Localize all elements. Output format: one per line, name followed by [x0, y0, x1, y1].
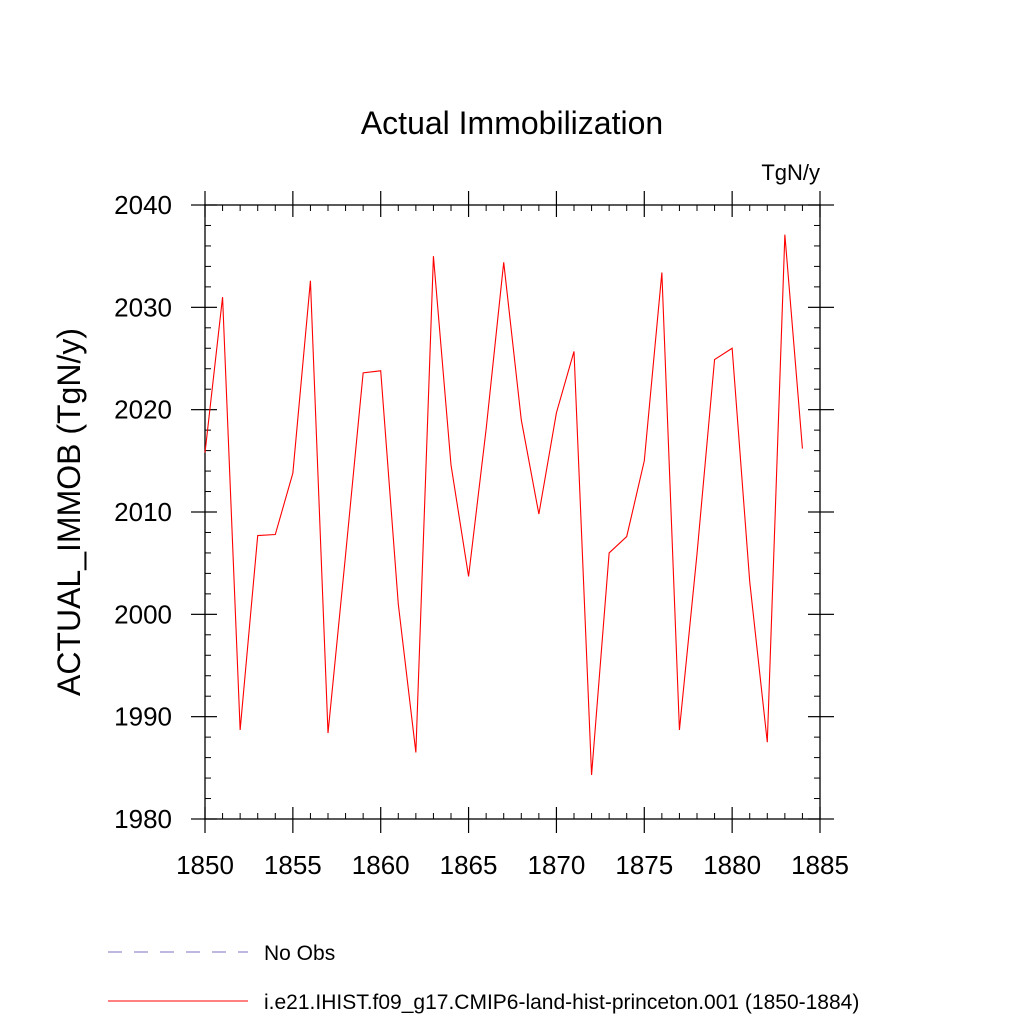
y-tick-label: 2000 — [114, 599, 172, 629]
chart-title: Actual Immobilization — [361, 105, 663, 141]
axis-ticks: 1850 1855 1860 1865 1870 1875 1880 1885 1980 1990… — [114, 190, 849, 880]
legend: No Obs i.e21.IHIST.f09_g17.CMIP6-land-his… — [108, 942, 859, 1014]
units-label: TgN/y — [761, 160, 820, 185]
x-tick-label: 1885 — [791, 850, 849, 880]
x-tick-label: 1870 — [528, 850, 586, 880]
x-tick-label: 1875 — [615, 850, 673, 880]
x-tick-label: 1865 — [440, 850, 498, 880]
x-tick-label: 1850 — [176, 850, 234, 880]
x-tick-label: 1880 — [703, 850, 761, 880]
y-tick-label: 2040 — [114, 190, 172, 220]
legend-label: No Obs — [264, 942, 335, 965]
plot-frame — [204, 204, 821, 820]
y-tick-label: 1980 — [114, 804, 172, 834]
plot-area — [204, 204, 821, 820]
x-tick-label: 1855 — [264, 850, 322, 880]
y-tick-label: 2020 — [114, 395, 172, 425]
series-line-0 — [204, 234, 803, 776]
y-tick-label: 2030 — [114, 292, 172, 322]
y-axis-label: ACTUAL_IMMOB (TgN/y) — [51, 328, 87, 696]
series-lines — [204, 234, 803, 776]
x-tick-label: 1860 — [352, 850, 410, 880]
legend-label: i.e21.IHIST.f09_g17.CMIP6-land-hist-prin… — [264, 991, 859, 1014]
y-tick-label: 2010 — [114, 497, 172, 527]
y-tick-label: 1990 — [114, 702, 172, 732]
